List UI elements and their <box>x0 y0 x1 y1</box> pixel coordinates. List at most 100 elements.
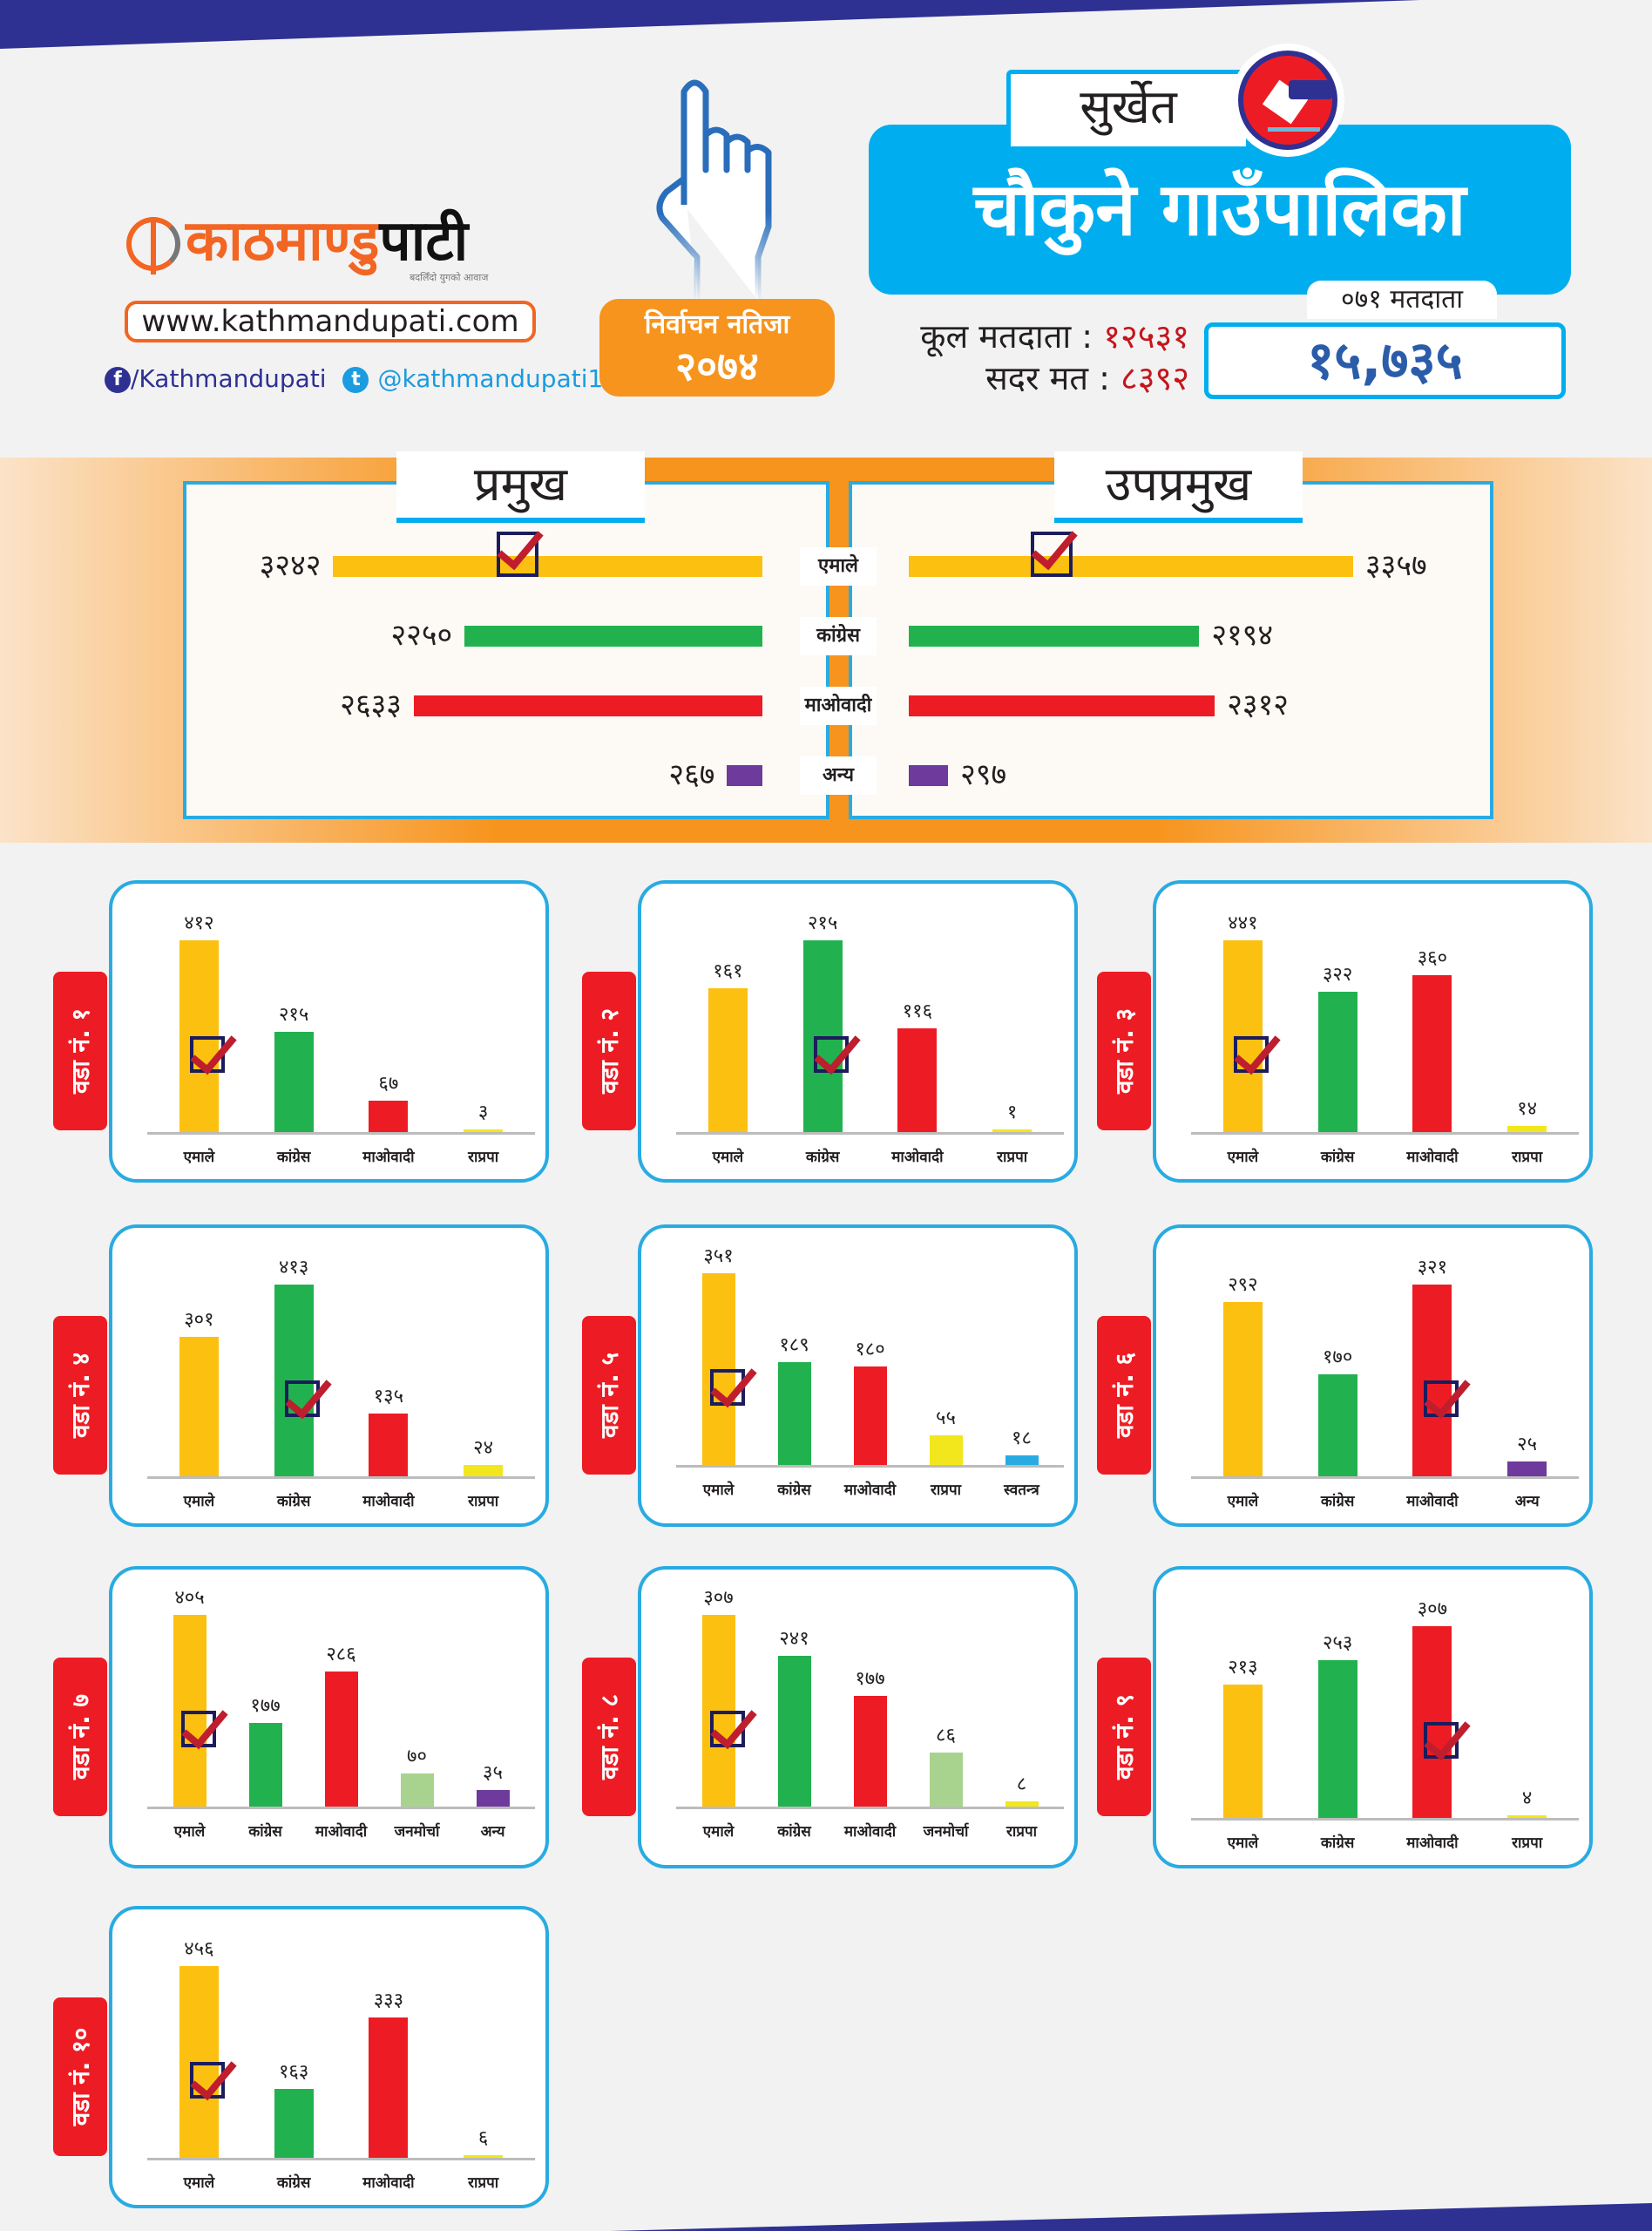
ward-tab: वडा नं. ४ <box>53 1316 107 1475</box>
ward-card: ३०७ एमाले २४१ कांग्रेस १७७ माओवादी ८६ जनमोर्चा ८… <box>638 1566 1078 1868</box>
ward-party-label: एमाले <box>183 1149 215 1166</box>
facebook-icon[interactable]: f <box>105 367 131 393</box>
ward-bar-value: ४१३ <box>278 1257 309 1278</box>
chart-baseline <box>676 1807 1064 1809</box>
twitter-handle[interactable]: @kathmandupati1 <box>377 364 604 393</box>
ward-bar-value: ३०७ <box>703 1587 734 1609</box>
ward-party-label: माओवादी <box>362 1493 415 1510</box>
logo-text: काठमाण्डु <box>186 209 380 274</box>
ward-card: २१३ एमाले २५३ कांग्रेस ३०७ माओवादी ४ राप्रपा <box>1153 1566 1593 1868</box>
valid-votes-value: ८३९२ <box>1120 359 1189 397</box>
ward-bar-value: ३२१ <box>1417 1257 1448 1278</box>
upapramukh-bar <box>909 556 1353 577</box>
winner-check-icon <box>709 1369 745 1406</box>
ward-party-label: कांग्रेस <box>1320 1149 1355 1166</box>
pramukh-bar <box>413 695 762 716</box>
ward-bar-value: ४०५ <box>174 1587 205 1609</box>
upapramukh-bar <box>909 626 1200 647</box>
ward-bar-value: २८६ <box>326 1643 356 1665</box>
ward-bar <box>369 2017 409 2158</box>
ward-party-label: जनमोर्चा <box>394 1823 440 1841</box>
ward-bar <box>1222 1301 1263 1476</box>
chart-baseline <box>147 1476 535 1479</box>
ward-bar-value: १८ <box>1012 1427 1032 1449</box>
pramukh-value: २६३३ <box>340 688 402 722</box>
voter-stats: कूल मतदाता : १२५३१ सदर मत : ८३९२ <box>920 317 1189 397</box>
chart-baseline <box>147 1807 535 1809</box>
chart-baseline <box>1191 1132 1579 1135</box>
ward-bar <box>476 1789 510 1807</box>
social-links: f/Kathmandupati t @kathmandupati1 <box>105 364 603 393</box>
logo-mark-icon <box>126 217 180 275</box>
ward-party-label: माओवादी <box>1406 1493 1459 1510</box>
ward-bar <box>1222 1685 1263 1818</box>
ward-card: २९२ एमाले १७० कांग्रेस ३२१ माओवादी २५ अन्य <box>1153 1224 1593 1527</box>
ward-party-label: राप्रपा <box>1512 1834 1543 1852</box>
ward-bar-value: १६१ <box>713 960 743 983</box>
ward-bar-value: ४५६ <box>184 1938 214 1960</box>
twitter-icon[interactable]: t <box>342 367 369 393</box>
ward-tab: वडा नं. १ <box>53 972 107 1130</box>
municipality-title: चौकुने गाउँपालिका <box>869 125 1571 295</box>
upapramukh-value: ३३५७ <box>1365 548 1427 583</box>
badge-title: निर्वाचन नतिजा <box>644 309 790 340</box>
district-label: सुर्खेत <box>1006 70 1250 146</box>
ward-party-label: राप्रपा <box>997 1149 1028 1166</box>
pramukh-heading: प्रमुख <box>396 451 645 523</box>
ward-party-label: अन्य <box>1514 1493 1540 1510</box>
ward-bar-value: १६३ <box>278 2061 309 2084</box>
chart-baseline <box>1191 1476 1579 1479</box>
ward-title: वडा नं. ६ <box>1110 1352 1139 1439</box>
pramukh-value: ३२४२ <box>259 548 322 583</box>
ballot-box-icon <box>1231 44 1344 157</box>
upapramukh-value: २९७ <box>960 757 1007 792</box>
ward-bar-value: ५५ <box>936 1407 956 1429</box>
ward-bar-value: १७० <box>1322 1346 1353 1369</box>
ward-party-label: माओवादी <box>843 1482 897 1499</box>
pramukh-value: २२५० <box>390 618 453 653</box>
ward-bar <box>1507 1126 1547 1132</box>
chart-baseline <box>676 1132 1064 1135</box>
ward-title: वडा नं. ५ <box>595 1352 624 1439</box>
website-link[interactable]: www.kathmandupati.com <box>125 301 536 342</box>
ward-bar-value: १७७ <box>855 1668 885 1691</box>
kathmandupati-logo: काठमाण्डुपाटी <box>126 214 468 275</box>
ward-bar <box>1507 1461 1547 1476</box>
ward-party-label: एमाले <box>173 1823 206 1841</box>
ward-bar <box>853 1696 887 1807</box>
ward-title: वडा नं. १० <box>66 2027 95 2126</box>
ward-party-label: एमाले <box>702 1823 735 1841</box>
ward-party-label: कांग्रेस <box>276 1493 311 1510</box>
ward-bar <box>179 1336 219 1476</box>
chart-baseline <box>147 2158 535 2160</box>
facebook-handle[interactable]: /Kathmandupati <box>131 364 327 393</box>
upapramukh-bar <box>909 765 949 786</box>
chart-baseline <box>1191 1818 1579 1821</box>
total-voters-value: १२५३१ <box>1103 317 1189 356</box>
winner-check-icon <box>814 1036 850 1073</box>
ward-bar <box>897 1028 938 1132</box>
ward-party-label: कांग्रेस <box>777 1823 811 1841</box>
ward-bar <box>274 1032 314 1132</box>
winner-check-icon <box>285 1380 321 1417</box>
voters-071-value: १५,७३५ <box>1204 322 1566 399</box>
winner-check-icon <box>190 1036 226 1073</box>
ward-bar-value: २५ <box>1517 1433 1538 1455</box>
ward-bar-value: ११६ <box>902 1000 933 1023</box>
ward-party-label: एमाले <box>712 1149 744 1166</box>
party-label: अन्य <box>800 756 877 795</box>
ward-party-label: माओवादी <box>1406 1149 1459 1166</box>
valid-votes-label: सदर मत <box>985 359 1088 397</box>
ward-tab: वडा नं. ७ <box>53 1658 107 1816</box>
ward-party-label: माओवादी <box>891 1149 944 1166</box>
ward-party-label: माओवादी <box>315 1823 368 1841</box>
party-label: एमाले <box>800 547 877 586</box>
ward-party-label: राप्रपा <box>468 1149 499 1166</box>
voters-071-label: ०७१ मतदाता <box>1307 281 1497 319</box>
ward-bar <box>777 1656 811 1807</box>
ward-bar-value: ४४१ <box>1228 912 1258 934</box>
ward-bar <box>777 1361 811 1465</box>
ward-bar-value: २४ <box>473 1437 494 1460</box>
ward-bar <box>1317 1374 1357 1476</box>
